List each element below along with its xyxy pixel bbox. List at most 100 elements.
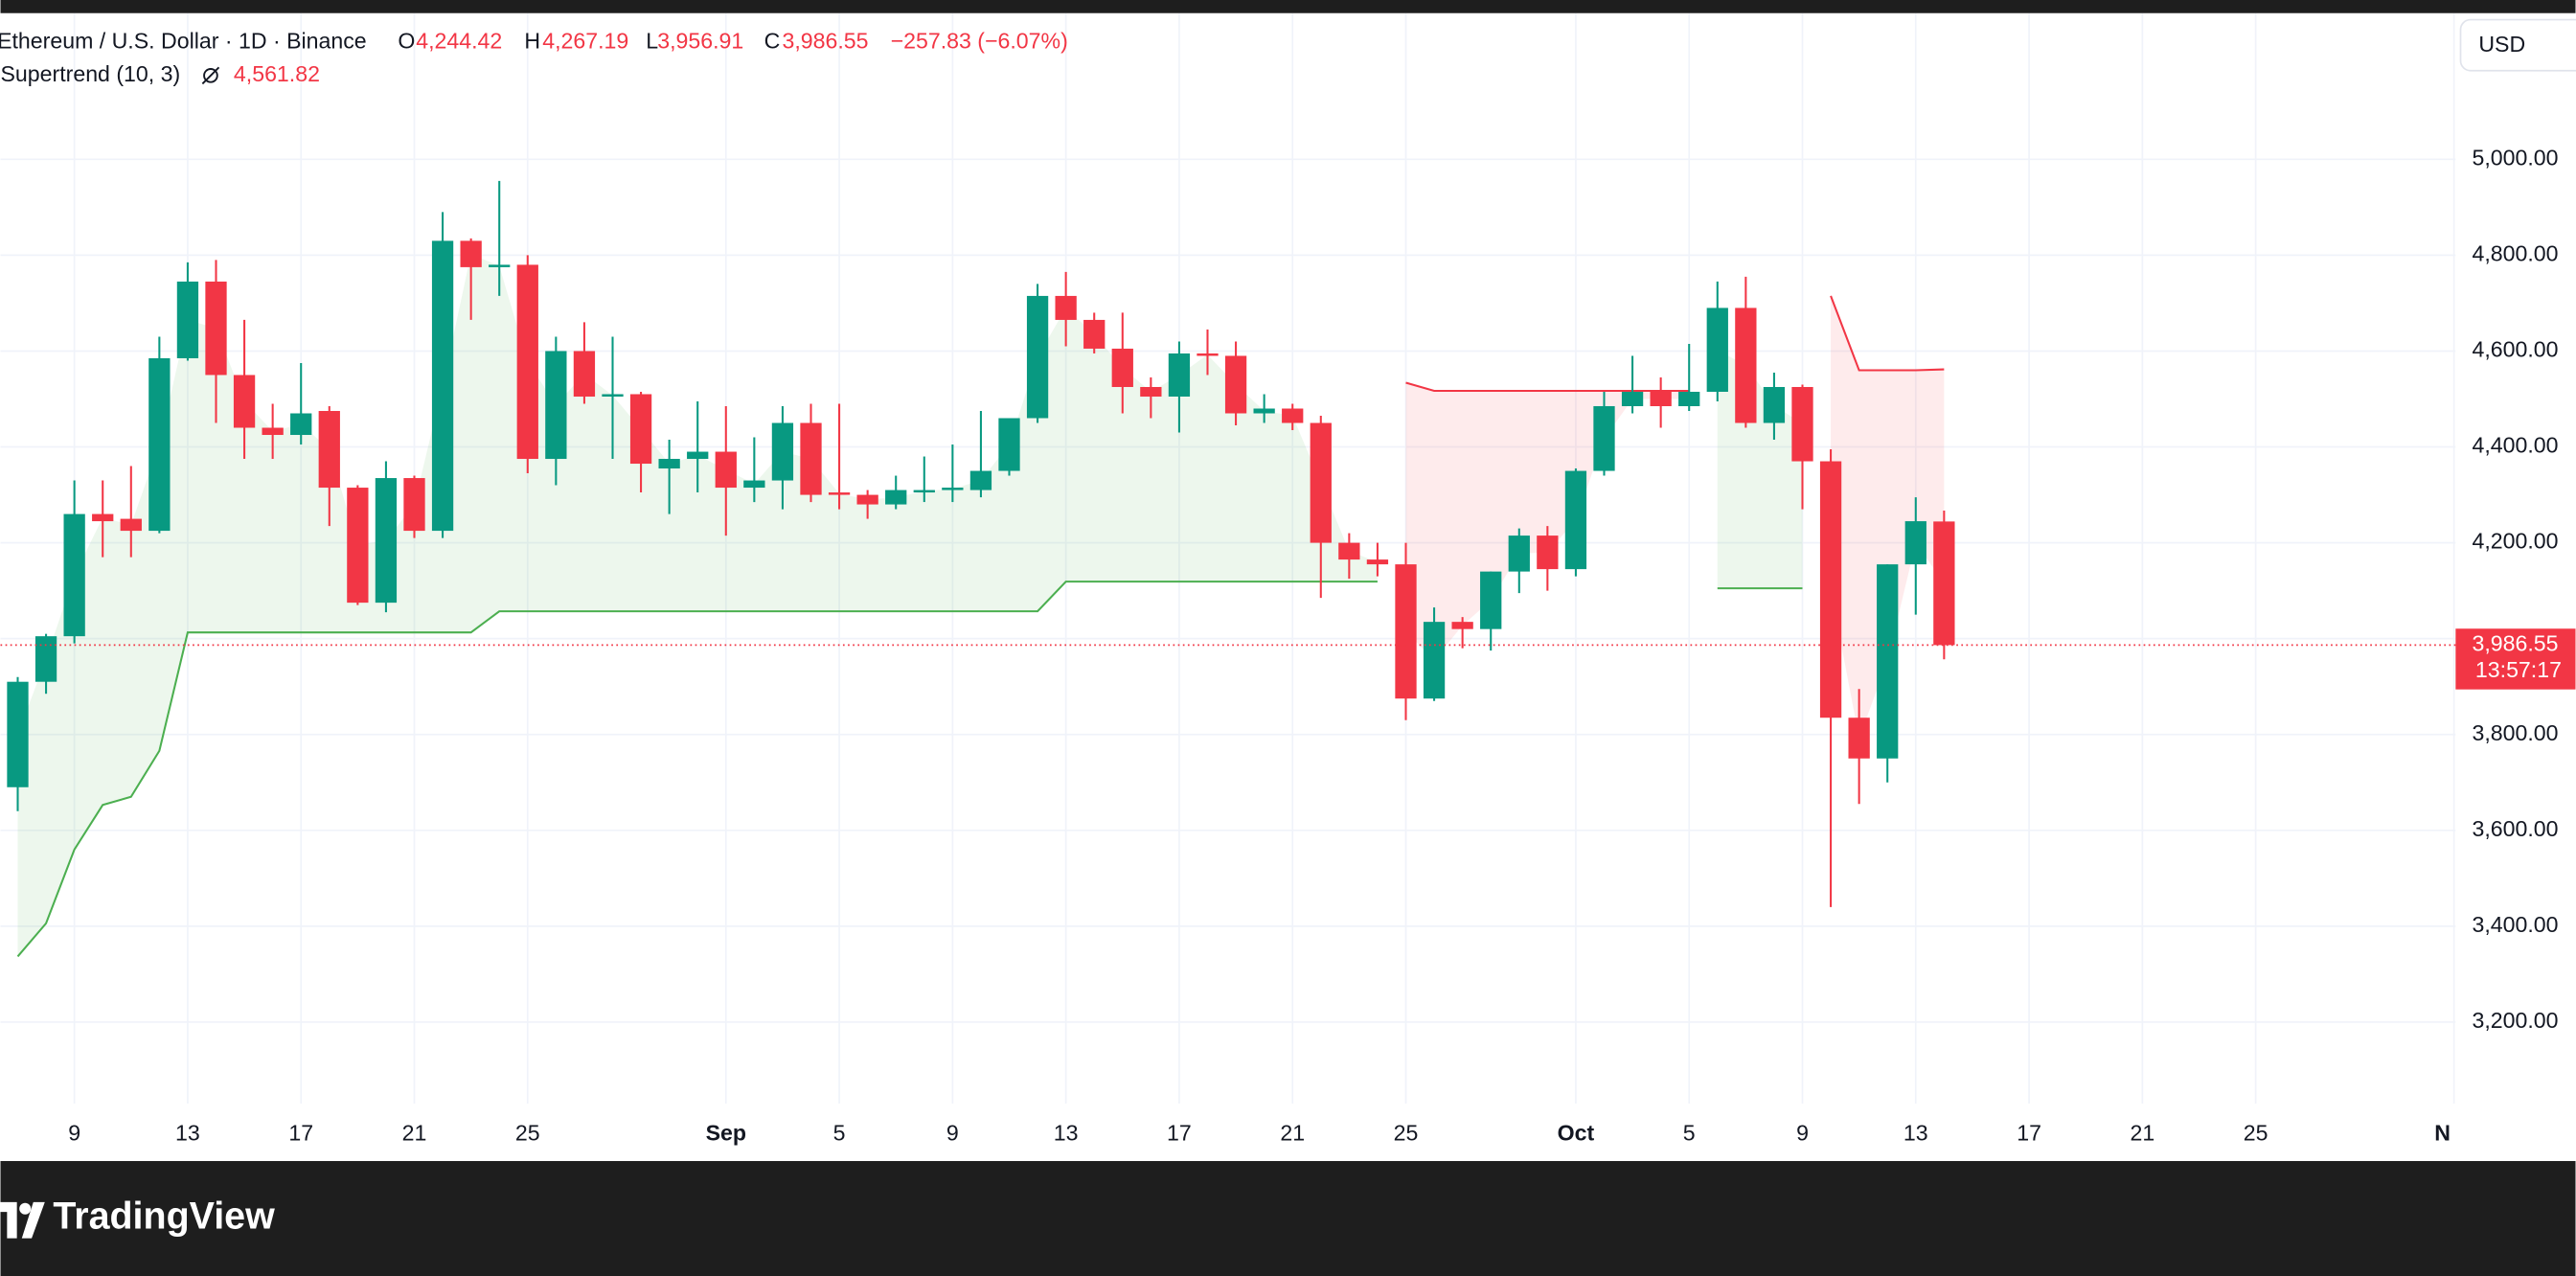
x-tick-label: 13: [175, 1121, 200, 1146]
candle-body: [1366, 559, 1389, 565]
candle-body: [1055, 295, 1077, 320]
indicator-name: Supertrend (10, 3): [1, 61, 181, 86]
candle-body: [7, 681, 29, 787]
candle-body: [771, 422, 794, 481]
candle-body: [431, 240, 454, 532]
candle-body: [1140, 386, 1162, 397]
last-price-label: 3,986.55: [2473, 631, 2559, 656]
candles: [7, 180, 1955, 907]
x-tick-label: 21: [2130, 1121, 2154, 1146]
ohlc-key: H: [524, 29, 540, 54]
candle-body: [489, 264, 511, 267]
candle-body: [318, 411, 340, 489]
candle-body: [205, 281, 227, 376]
candle-body: [120, 518, 142, 532]
supertrend-fill: [1405, 382, 1690, 661]
candle-body: [1877, 564, 1899, 759]
supertrend-line: [1830, 295, 1945, 372]
header: Ethereum / U.S. Dollar · 1D · Binance Su…: [0, 18, 2576, 86]
candle-body: [800, 422, 822, 495]
candle-body: [262, 427, 284, 436]
y-tick-label: 5,000.00: [2473, 145, 2559, 170]
x-tick-label: 17: [1167, 1121, 1192, 1146]
x-tick-label: Oct: [1558, 1121, 1595, 1146]
candle-body: [516, 264, 538, 460]
x-tick-label: 5: [1683, 1121, 1696, 1146]
candle-body: [34, 636, 57, 682]
y-tick-label: 3,200.00: [2473, 1008, 2559, 1033]
x-tick-label: 5: [833, 1121, 846, 1146]
ohlc-key: O: [398, 29, 415, 54]
supertrend-fills: [17, 254, 1945, 957]
candle-body: [1508, 535, 1530, 572]
ohlc-value: 4,267.19: [542, 29, 628, 54]
candle-body: [1451, 622, 1473, 629]
x-tick-label: 9: [68, 1121, 80, 1146]
ohlc-value: 4,244.42: [416, 29, 502, 54]
candle-body: [1763, 386, 1786, 423]
x-tick-label: 17: [288, 1121, 313, 1146]
candle-body: [658, 459, 680, 469]
candle-body: [545, 351, 567, 460]
candle-body: [1593, 405, 1615, 471]
x-tick-label: 13: [1904, 1121, 1928, 1146]
supertrend-lines: [16, 295, 1945, 958]
candle-body: [1282, 408, 1304, 423]
candle-body: [1253, 408, 1275, 414]
candle-body: [1706, 308, 1728, 392]
indicator-visibility-icon[interactable]: [201, 66, 220, 85]
brand-logo: [0, 1201, 45, 1239]
y-tick-label: 4,800.00: [2473, 240, 2559, 265]
currency-label[interactable]: USD: [2478, 32, 2525, 57]
candle-body: [375, 478, 398, 604]
top-bar: [0, 0, 2576, 13]
candle-body: [403, 478, 425, 532]
candle-body: [63, 513, 85, 637]
ohlc-key: L: [646, 29, 658, 54]
candle-body: [1338, 542, 1360, 560]
countdown-label: 13:57:17: [2475, 657, 2562, 682]
x-tick-label: Sep: [706, 1121, 746, 1146]
x-tick-label: 17: [2017, 1121, 2041, 1146]
x-tick-label: N: [2434, 1121, 2451, 1146]
x-tick-label: 25: [515, 1121, 540, 1146]
candle-body: [1819, 461, 1842, 718]
candle-body: [1904, 521, 1926, 565]
y-tick-label: 3,600.00: [2473, 816, 2559, 841]
candle-body: [828, 492, 851, 495]
candle-body: [460, 240, 482, 267]
ohlc-value: 3,956.91: [657, 29, 743, 54]
candle-body: [1168, 353, 1191, 397]
currency-button[interactable]: [2459, 18, 2576, 72]
candle-body: [1423, 622, 1446, 699]
y-tick-label: 3,800.00: [2473, 720, 2559, 745]
ohlc-key: C: [764, 29, 781, 54]
x-tick-label: 25: [1394, 1121, 1419, 1146]
candle-body: [969, 470, 992, 490]
candle-body: [942, 488, 964, 490]
candle-body: [148, 357, 171, 532]
candle-body: [1650, 391, 1672, 406]
candle-body: [1026, 295, 1049, 419]
candle-body: [1848, 718, 1870, 759]
candle-body: [1791, 386, 1813, 462]
candle-body: [1310, 422, 1332, 543]
candle-body: [233, 375, 256, 428]
candle-body: [715, 451, 737, 489]
supertrend-line: [16, 581, 1378, 958]
candle-body: [743, 480, 765, 489]
x-tick-label: 21: [402, 1121, 427, 1146]
indicator-value: 4,561.82: [234, 61, 320, 86]
candle-body: [347, 488, 369, 604]
candle-body: [1678, 391, 1700, 406]
candle-body: [602, 394, 624, 397]
candle-body: [913, 490, 935, 493]
supertrend-fill: [1831, 295, 1945, 739]
candle-body: [1111, 348, 1133, 387]
candle-body: [1224, 355, 1247, 414]
candle-body: [290, 413, 312, 436]
ohlc-value: 3,986.55: [782, 29, 868, 54]
candle-body: [1480, 571, 1502, 629]
